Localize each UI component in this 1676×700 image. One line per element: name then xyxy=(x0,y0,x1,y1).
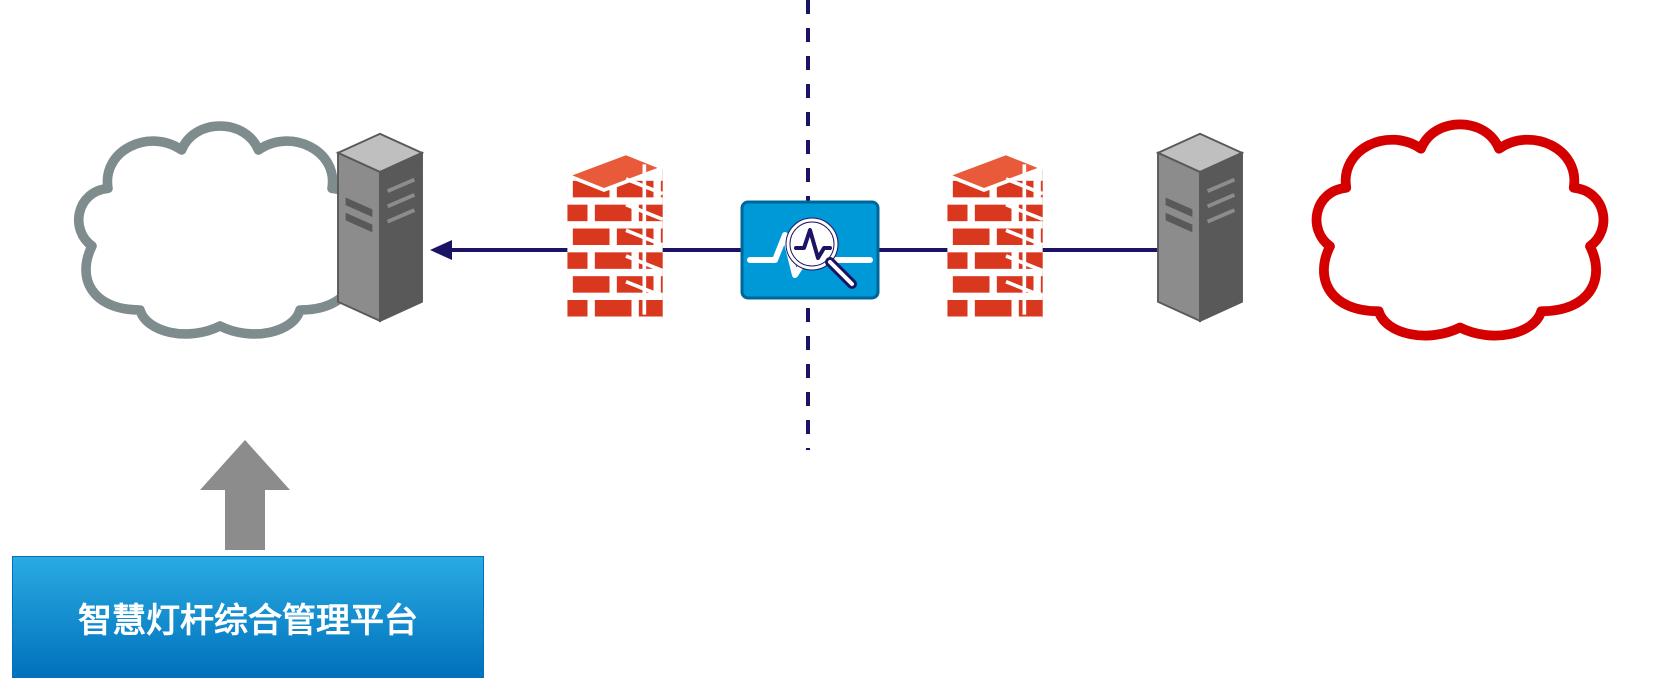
up-arrow-icon xyxy=(200,440,290,550)
cloud-right-icon xyxy=(1280,100,1640,360)
network-diagram: 智慧灯杆综合管理平台 xyxy=(0,0,1676,700)
platform-label: 智慧灯杆综合管理平台 xyxy=(12,556,484,678)
server-right-icon xyxy=(1140,130,1260,340)
server-left-icon xyxy=(320,130,440,340)
firewall-right-icon xyxy=(940,150,1050,340)
platform-label-text: 智慧灯杆综合管理平台 xyxy=(78,593,418,642)
firewall-left-icon xyxy=(560,150,670,340)
monitor-box-icon xyxy=(740,200,880,300)
